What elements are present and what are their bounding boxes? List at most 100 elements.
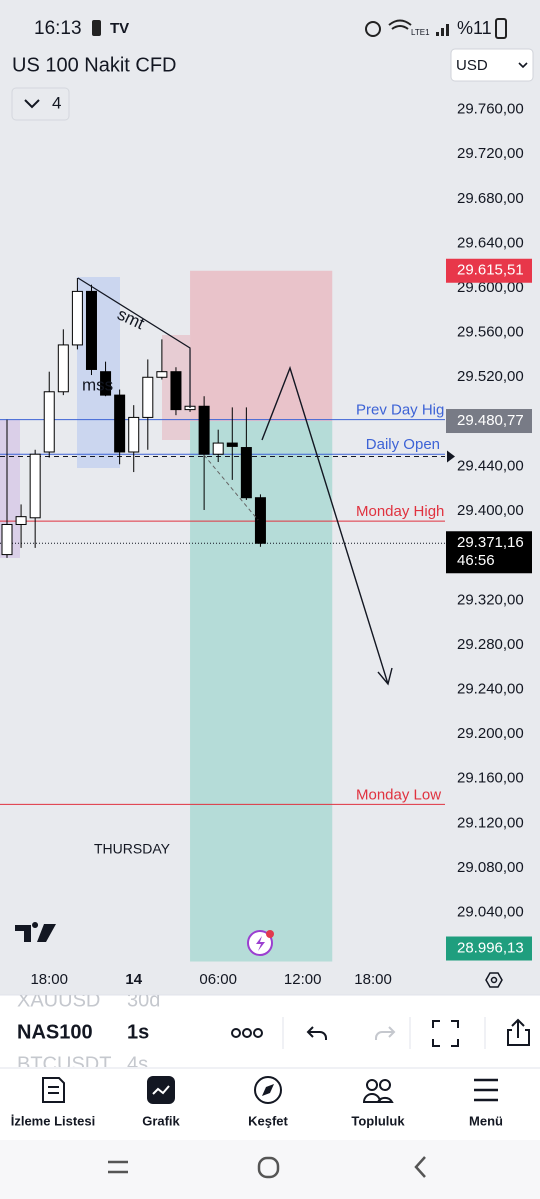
- level-label: Monday High: [356, 503, 444, 520]
- watchlist-icon[interactable]: [42, 1077, 65, 1103]
- time-axis: 18:00 14 06:00 12:00 18:00: [30, 971, 391, 988]
- annotation: mss: [82, 375, 113, 394]
- candle-body: [15, 516, 27, 525]
- candle-body: [170, 371, 182, 411]
- y-tick-label: 29.720,00: [457, 145, 524, 162]
- y-tick-label: 29.600,00: [457, 279, 524, 296]
- community-glyph: [362, 1093, 394, 1103]
- wifi-icon: [388, 19, 412, 30]
- stop-badge-label: 29.615,51: [457, 262, 524, 279]
- y-tick-label: 29.280,00: [457, 636, 524, 653]
- nav-label[interactable]: Keşfet: [248, 1113, 288, 1128]
- nav-label[interactable]: Grafik: [142, 1113, 180, 1128]
- indicator-count: 4: [52, 93, 61, 112]
- candle-body: [128, 416, 140, 453]
- drawn-arrow: [261, 365, 393, 686]
- community-icon: [379, 1079, 391, 1091]
- status-battery: %11: [457, 18, 492, 38]
- entry-badge: [446, 409, 532, 434]
- redo-icon[interactable]: [375, 1026, 396, 1040]
- candle-body: [198, 405, 210, 455]
- candle-body: [240, 447, 252, 499]
- watch-interval[interactable]: 4s: [127, 1053, 148, 1075]
- x-tick-label: 18:00: [30, 971, 68, 988]
- level-label: Prev Day High: [356, 402, 453, 419]
- watch-symbol[interactable]: NAS100: [17, 1021, 93, 1043]
- drawn-zone: [77, 277, 120, 468]
- tv-logo: [15, 922, 56, 942]
- y-tick-label: 29.760,00: [457, 101, 524, 118]
- currency-label: USD: [456, 57, 488, 74]
- recents-button[interactable]: [108, 1160, 128, 1174]
- explore-glyph: [262, 1084, 274, 1096]
- collapse-icon: [24, 99, 40, 109]
- annotation: THURSDAY: [94, 841, 171, 857]
- y-tick-label: 29.200,00: [457, 725, 524, 742]
- more-icon[interactable]: [231, 1028, 241, 1038]
- nav-label[interactable]: İzleme Listesi: [11, 1113, 96, 1128]
- home-button[interactable]: [257, 1156, 280, 1179]
- system-nav: [0, 1140, 540, 1199]
- y-tick-label: 29.160,00: [457, 770, 524, 787]
- plot-overlay: Prev Day High Daily Open Monday High Monday…: [0, 277, 453, 857]
- candle-body: [85, 290, 97, 370]
- status-time: 16:13: [34, 18, 82, 39]
- community-icon[interactable]: [366, 1079, 378, 1091]
- undo-icon[interactable]: [306, 1026, 327, 1040]
- spark-glyph: [256, 936, 265, 951]
- candle-body: [57, 344, 69, 393]
- level-label: Monday Low: [356, 786, 441, 803]
- settings-icon[interactable]: [485, 972, 503, 988]
- x-tick-label: 06:00: [199, 971, 237, 988]
- stop-zone: [190, 270, 333, 422]
- indicators-toggle[interactable]: [11, 87, 70, 121]
- countdown-label: 46:56: [457, 552, 495, 569]
- watch-symbol[interactable]: BTCUSDT: [17, 1053, 111, 1075]
- drawn-line: [203, 454, 259, 521]
- candle-body: [212, 442, 224, 455]
- watch-symbol[interactable]: XAUUSD: [17, 989, 100, 1011]
- chart-glyph: [152, 1085, 170, 1095]
- x-tick-label: 18:00: [354, 971, 392, 988]
- candle-body: [254, 497, 266, 544]
- entry-badge-label: 29.480,77: [457, 412, 524, 429]
- share-icon[interactable]: [507, 1018, 530, 1046]
- notification-dot: [266, 930, 274, 938]
- y-tick-label: 29.400,00: [457, 502, 524, 519]
- y-tick-label: 29.320,00: [457, 591, 524, 608]
- y-tick-label: 29.560,00: [457, 324, 524, 341]
- last-price-badge: [446, 531, 532, 574]
- interval-picker[interactable]: XAUUSD 30d NAS100 1s BTCUSDT 4s: [17, 989, 160, 1075]
- candle-body: [226, 442, 238, 447]
- more-icon: [253, 1028, 263, 1038]
- explore-icon[interactable]: [254, 1076, 282, 1104]
- back-button[interactable]: [414, 1156, 426, 1178]
- y-tick-label: 29.680,00: [457, 190, 524, 207]
- status-icon: [92, 20, 101, 36]
- y-tick-label: 29.240,00: [457, 681, 524, 698]
- fullscreen-icon[interactable]: [432, 1020, 459, 1047]
- candle-body: [29, 453, 41, 519]
- candle-body: [43, 391, 55, 453]
- nav-label[interactable]: Topluluk: [351, 1113, 405, 1128]
- target-badge-label: 28.996,13: [457, 939, 524, 956]
- candle-body: [100, 371, 112, 396]
- price-axis: 29.760,00 29.720,00 29.680,00 29.640,00 29.6…: [446, 101, 532, 961]
- status-icon: [365, 21, 381, 37]
- watch-interval[interactable]: 30d: [127, 989, 160, 1011]
- last-price-label: 29.371,16: [457, 534, 524, 551]
- y-tick-label: 29.640,00: [457, 234, 524, 251]
- nav-label[interactable]: Menü: [469, 1113, 503, 1128]
- status-network: LTE1: [411, 28, 430, 37]
- x-tick-label: 14: [125, 971, 142, 988]
- x-tick-label: 12:00: [284, 971, 322, 988]
- watch-interval[interactable]: 1s: [127, 1021, 149, 1043]
- symbol-title[interactable]: US 100 Nakit CFD: [12, 54, 177, 76]
- chart-icon[interactable]: [147, 1076, 175, 1104]
- currency-select[interactable]: [450, 48, 534, 82]
- settings-icon: [490, 976, 498, 984]
- y-tick-label: 29.520,00: [457, 368, 524, 385]
- y-tick-label: 29.040,00: [457, 904, 524, 921]
- menu-icon[interactable]: [474, 1078, 498, 1102]
